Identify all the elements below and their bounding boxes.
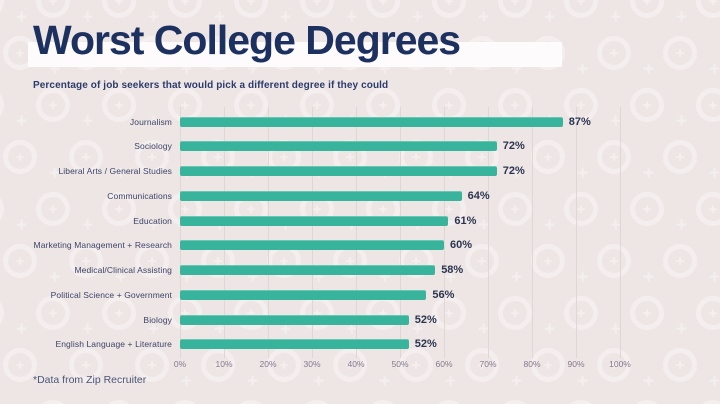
gridline (400, 107, 401, 358)
page-title: Worst College Degrees (33, 17, 461, 63)
bar-row: Sociology 72% (0, 140, 720, 153)
x-axis-tick: 60% (435, 359, 453, 369)
value-label: 72% (502, 140, 525, 153)
value-label: 64% (467, 189, 490, 202)
gridline (180, 107, 181, 358)
value-label: 61% (454, 214, 477, 227)
category-label: Medical/Clinical Assisting (74, 265, 172, 275)
x-axis-tick: 0% (173, 359, 187, 369)
bar (180, 314, 409, 325)
gridline (312, 107, 313, 358)
category-label: Political Science + Government (50, 289, 172, 300)
bar (180, 215, 449, 226)
gridline (268, 107, 269, 358)
bar-row: Liberal Arts / General Studies 72% (0, 165, 720, 178)
bar-row: Education 61% (0, 214, 720, 227)
value-label: 72% (502, 165, 525, 177)
gridline (488, 107, 489, 358)
bar (180, 166, 497, 176)
bar-row: Medical/Clinical Assisting 58% (0, 264, 720, 277)
category-label: Marketing Management + Research (33, 240, 172, 251)
bar (180, 339, 409, 350)
value-label: 87% (568, 115, 591, 128)
bar-row: Journalism 87% (0, 115, 720, 128)
category-label: Communications (107, 190, 172, 201)
title-highlight-box (28, 42, 562, 67)
value-label: 60% (450, 239, 473, 252)
gridline (576, 107, 577, 358)
x-axis-tick: 10% (215, 359, 233, 369)
value-label: 52% (414, 313, 437, 326)
source-footnote: *Data from Zip Recruiter (33, 374, 147, 386)
gridline (356, 107, 357, 358)
page-subtitle: Percentage of job seekers that would pic… (33, 80, 389, 91)
value-label: 58% (441, 264, 464, 276)
x-axis-tick: 100% (609, 359, 631, 369)
x-axis-tick: 90% (567, 359, 585, 369)
category-label: Sociology (134, 141, 172, 152)
gridline (620, 107, 621, 358)
category-label: Liberal Arts / General Studies (58, 166, 172, 176)
bar-row: Communications 64% (0, 189, 720, 202)
value-label: 52% (414, 338, 437, 351)
x-axis-tick: 40% (347, 359, 365, 369)
x-axis-tick: 30% (303, 359, 321, 369)
bar (180, 265, 436, 275)
bar (180, 240, 444, 251)
gridline (224, 107, 225, 358)
gridline (444, 107, 445, 358)
x-axis-tick: 20% (259, 359, 277, 369)
bar (180, 141, 497, 152)
bar (180, 116, 563, 127)
category-label: English Language + Literature (55, 339, 172, 350)
category-label: Journalism (129, 116, 172, 127)
bar-row: English Language + Literature 52% (0, 338, 720, 351)
x-axis-tick: 70% (479, 359, 497, 369)
category-label: Biology (143, 314, 172, 325)
x-axis-tick: 50% (391, 359, 409, 369)
bar-row: Biology 52% (0, 313, 720, 326)
gridline (532, 107, 533, 358)
bar-row: Marketing Management + Research 60% (0, 239, 720, 252)
value-label: 56% (432, 288, 455, 301)
bar (180, 289, 427, 300)
bar-row: Political Science + Government 56% (0, 288, 720, 301)
category-label: Education (133, 215, 172, 226)
bar (180, 190, 462, 201)
x-axis-tick: 80% (523, 359, 541, 369)
x-axis: 0% 10% 20% 30% 40% 50% 60% 70% 80% 90% 100% (174, 359, 631, 371)
